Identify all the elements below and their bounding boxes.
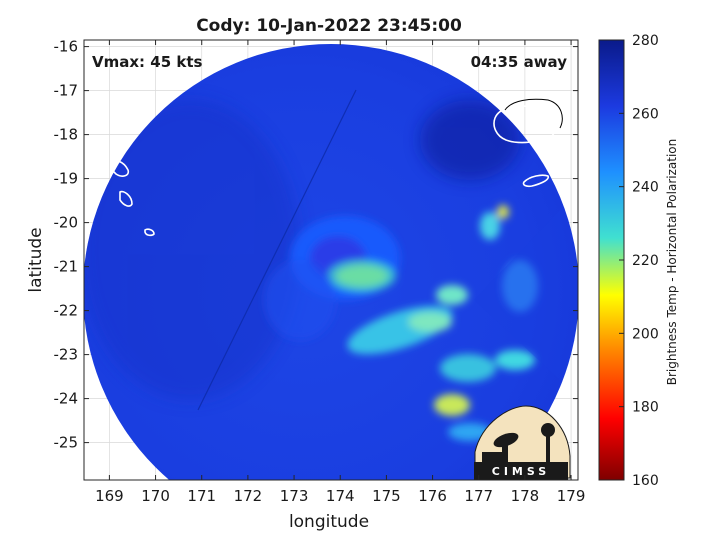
colorbar-tick-label: 280 [632,33,659,49]
colorbar-tick-label: 240 [632,180,659,196]
y-axis-ticks: -16 -17 -18 -19 -20 -21 -22 -23 -24 -25 [54,38,578,452]
colorbar-tick-label: 220 [632,253,659,269]
island-outlines [84,81,563,237]
y-axis-label: latitude [26,227,46,292]
colorbar-tick-label: 200 [632,326,659,342]
x-tick-label: 178 [511,487,540,505]
y-tick-label: -19 [54,170,79,188]
x-tick-label: 174 [326,487,355,505]
logo-text: CIMSS [492,465,550,478]
vmax-label: Vmax: 45 kts [92,53,202,71]
x-tick-label: 173 [280,487,309,505]
colorbar: 160 180 200 220 240 260 280 Brightness Temp - … [598,33,679,489]
y-tick-label: -17 [54,82,79,100]
cimss-logo: CIMSS [474,405,571,480]
y-tick-label: -21 [54,258,79,276]
colorbar-tick-label: 160 [632,473,659,489]
y-tick-label: -23 [54,346,79,364]
colorbar-tick-label: 260 [632,106,659,122]
y-tick-label: -25 [54,434,79,452]
x-tick-label: 170 [141,487,170,505]
x-tick-label: 172 [234,487,263,505]
x-tick-label: 176 [418,487,447,505]
y-tick-label: -22 [54,302,79,320]
x-tick-label: 177 [464,487,493,505]
x-axis-label: longitude [289,512,369,532]
colorbar-ticks: 160 180 200 220 240 260 280 [619,33,659,489]
y-tick-label: -20 [54,214,79,232]
x-tick-label: 179 [557,487,586,505]
colorbar-label: Brightness Temp - Horizontal Polarizatio… [665,139,679,386]
y-tick-label: -24 [54,390,79,408]
x-tick-label: 169 [95,487,124,505]
time-away-label: 04:35 away [471,53,568,71]
x-tick-label: 171 [187,487,216,505]
figure-title: Cody: 10-Jan-2022 23:45:00 [196,16,462,36]
x-tick-label: 175 [372,487,401,505]
y-tick-label: -18 [54,126,79,144]
x-axis-ticks: 169 170 171 172 173 174 175 176 177 178 179 [95,40,585,505]
y-tick-label: -16 [54,38,79,56]
colorbar-tick-label: 180 [632,400,659,416]
plot-area: CIMSS 169 170 171 172 173 174 175 176 177 178 179 … [54,38,586,505]
